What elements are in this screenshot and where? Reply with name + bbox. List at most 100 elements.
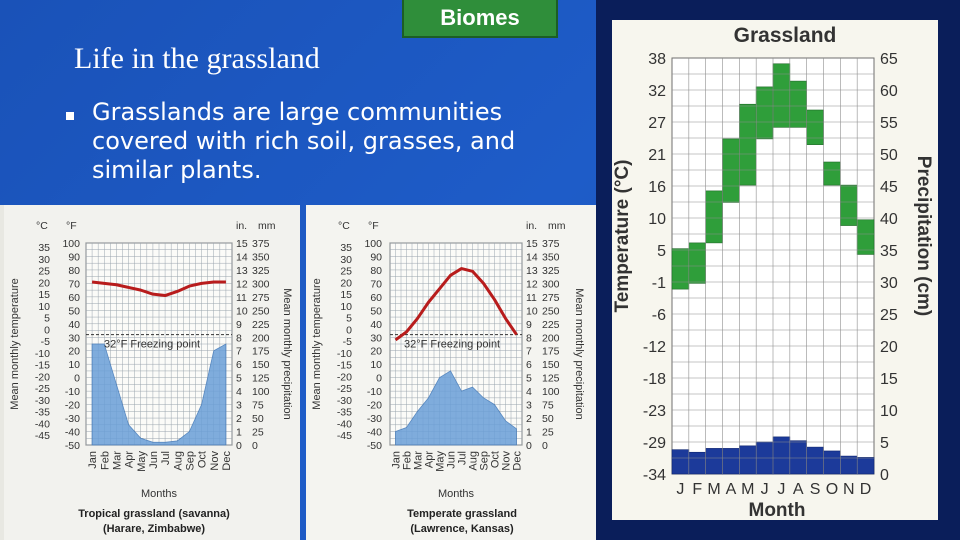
precipitation-bar bbox=[772, 436, 791, 475]
precipitation-bar bbox=[789, 440, 807, 475]
in-tick-label: 14 bbox=[236, 251, 248, 263]
temperate-climatogram-photo: 32°F Freezing point 35 30 25 20 15 10 5 0 -5 -10 -1… bbox=[306, 205, 596, 540]
grassland-chart-panel: Grassland 38 32 27 21 16 10 5 -1 -6 -12 -18 -23 -29 -3… bbox=[612, 20, 938, 521]
c-tick-label: -30 bbox=[35, 395, 50, 407]
precipitation-tick-label: 10 bbox=[880, 403, 898, 420]
f-tick-label: 40 bbox=[68, 319, 80, 331]
month-label: A bbox=[726, 481, 737, 498]
c-tick-label: 30 bbox=[340, 254, 352, 266]
in-tick-label: 2 bbox=[526, 413, 532, 425]
c-tick-label: -45 bbox=[35, 430, 50, 442]
in-tick-label: 0 bbox=[526, 440, 532, 452]
month-label: Jan bbox=[87, 451, 99, 469]
c-tick-label: -25 bbox=[35, 383, 50, 395]
precipitation-tick-label: 25 bbox=[880, 307, 898, 324]
freezing-label: 32°F Freezing point bbox=[404, 339, 500, 351]
c-tick-label: 20 bbox=[340, 277, 352, 289]
month-label: May bbox=[136, 451, 148, 472]
precipitation-bar bbox=[671, 449, 690, 475]
precipitation-tick-label: 60 bbox=[880, 83, 898, 100]
temperature-band bbox=[705, 190, 723, 244]
precipitation-tick-label: 65 bbox=[880, 51, 898, 68]
temperature-band bbox=[772, 63, 791, 128]
c-tick-label: 0 bbox=[346, 324, 352, 336]
c-tick-label: -40 bbox=[35, 418, 50, 430]
c-tick-label: 35 bbox=[38, 242, 50, 254]
month-label: J bbox=[777, 481, 785, 498]
mm-tick-label: 100 bbox=[252, 386, 270, 398]
temperate-climatogram: 32°F Freezing point35302520151050-5-10-1… bbox=[311, 220, 585, 535]
in-tick-label: 15 bbox=[526, 238, 538, 250]
f-tick-label: 20 bbox=[68, 346, 80, 358]
temperature-tick-label: -6 bbox=[652, 307, 666, 324]
c-tick-label: -20 bbox=[337, 371, 352, 383]
month-label: Jun bbox=[148, 451, 160, 469]
month-label: Mar bbox=[111, 451, 123, 470]
fahrenheit-unit: °F bbox=[66, 220, 77, 232]
in-tick-label: 2 bbox=[236, 413, 242, 425]
mm-tick-label: 25 bbox=[252, 427, 264, 439]
precipitation-tick-label: 35 bbox=[880, 243, 898, 260]
temperature-band bbox=[755, 86, 774, 140]
f-tick-label: 70 bbox=[370, 278, 382, 290]
f-tick-label: 0 bbox=[376, 373, 382, 385]
c-tick-label: -15 bbox=[337, 360, 352, 372]
month-label: Jul bbox=[457, 451, 469, 465]
temperature-tick-label: -34 bbox=[643, 467, 666, 484]
y-axis-label-temperature: Mean monthly temperature bbox=[9, 278, 21, 409]
mm-tick-label: 250 bbox=[542, 305, 560, 317]
f-tick-label: -30 bbox=[65, 413, 80, 425]
month-label: Jan bbox=[391, 451, 403, 469]
in-tick-label: 9 bbox=[236, 319, 242, 331]
month-label: Oct bbox=[490, 451, 502, 468]
y-axis-label-precipitation: Mean monthly precipitation bbox=[281, 288, 293, 419]
f-tick-label: 10 bbox=[68, 359, 80, 371]
mm-tick-label: 350 bbox=[252, 251, 270, 263]
mm-tick-label: 375 bbox=[252, 238, 270, 250]
mm-tick-label: 175 bbox=[542, 346, 560, 358]
slide-title: Life in the grassland bbox=[74, 42, 320, 75]
c-tick-label: 15 bbox=[340, 289, 352, 301]
month-label: May bbox=[435, 451, 447, 472]
f-tick-label: 30 bbox=[370, 332, 382, 344]
c-tick-label: -10 bbox=[337, 348, 352, 360]
in-tick-label: 11 bbox=[236, 292, 247, 304]
caption-line-1: Temperate grassland bbox=[407, 508, 517, 520]
f-tick-label: 10 bbox=[370, 359, 382, 371]
mm-tick-label: 225 bbox=[542, 319, 560, 331]
month-label: Aug bbox=[172, 451, 184, 471]
y-axis-label-precipitation: Mean monthly precipitation bbox=[573, 288, 585, 419]
in-tick-label: 11 bbox=[526, 292, 537, 304]
temperature-band bbox=[739, 103, 757, 186]
month-label: Apr bbox=[424, 451, 436, 468]
in-tick-label: 3 bbox=[236, 400, 242, 412]
f-tick-label: 30 bbox=[68, 332, 80, 344]
in-tick-label: 7 bbox=[526, 346, 532, 358]
f-tick-label: 60 bbox=[68, 292, 80, 304]
c-tick-label: 0 bbox=[44, 324, 50, 336]
caption-line-2: (Harare, Zimbabwe) bbox=[103, 523, 205, 535]
f-tick-label: 40 bbox=[370, 319, 382, 331]
c-tick-label: 35 bbox=[340, 242, 352, 254]
month-label: Feb bbox=[99, 451, 111, 470]
precipitation-tick-label: 15 bbox=[880, 371, 898, 388]
temperature-band bbox=[671, 248, 690, 290]
month-label: F bbox=[692, 481, 702, 498]
temperature-tick-label: -12 bbox=[643, 339, 666, 356]
savanna-climatogram-photo: 32°F Freezing point 35 30 25 20 15 10 5 0 -5 -10 -1… bbox=[0, 205, 300, 540]
f-tick-label: -40 bbox=[65, 427, 80, 439]
month-label: Feb bbox=[402, 451, 414, 470]
mm-tick-label: 300 bbox=[252, 278, 270, 290]
c-tick-label: 5 bbox=[346, 313, 352, 325]
precipitation-bar bbox=[806, 446, 824, 475]
in-tick-label: 0 bbox=[236, 440, 242, 452]
mm-tick-label: 325 bbox=[252, 265, 270, 277]
c-tick-label: -30 bbox=[337, 395, 352, 407]
month-label: J bbox=[676, 481, 684, 498]
f-tick-label: -50 bbox=[65, 440, 80, 452]
month-label: S bbox=[810, 481, 821, 498]
c-tick-label: 20 bbox=[38, 277, 50, 289]
in-tick-label: 13 bbox=[236, 265, 248, 277]
c-tick-label: -35 bbox=[35, 407, 50, 419]
month-label: M bbox=[741, 481, 754, 498]
